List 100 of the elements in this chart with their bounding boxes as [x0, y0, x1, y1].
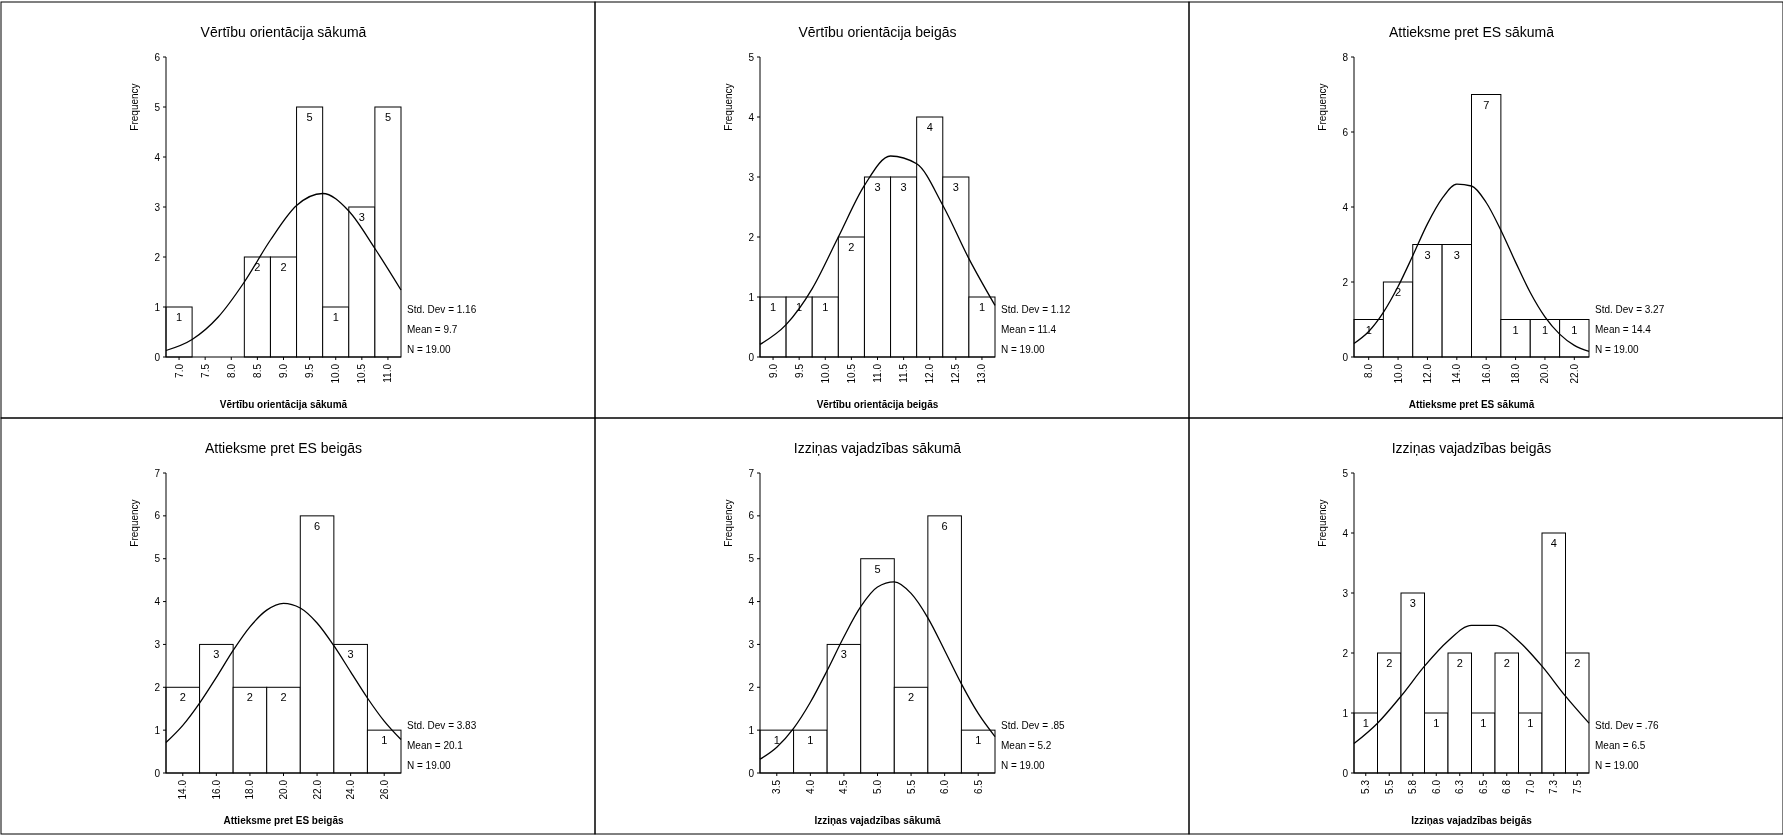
x-tick-label: 6.3: [1454, 779, 1466, 794]
data-label: 1: [796, 301, 803, 313]
data-label: 6: [314, 519, 321, 532]
data-label: 2: [1574, 657, 1581, 669]
y-tick-label: 4: [154, 151, 161, 163]
y-tick-label: 3: [748, 638, 755, 650]
x-tick-label: 10.5: [845, 363, 857, 384]
x-tick-label: 7.0: [1524, 779, 1536, 794]
y-tick-label: 3: [154, 201, 161, 213]
y-tick-label: 7: [154, 467, 161, 479]
x-tick-label: 18.0: [1510, 363, 1522, 384]
y-tick-label: 2: [1342, 276, 1349, 288]
y-tick-label: 2: [748, 681, 755, 693]
y-tick-label: 4: [154, 596, 161, 608]
x-tick-label: 13.0: [976, 363, 988, 384]
text: Mean = 14.4: [1595, 324, 1652, 335]
y-tick-label: 0: [748, 767, 755, 779]
y-axis-title: Frequency: [723, 499, 734, 547]
data-label: 2: [280, 261, 287, 273]
y-tick-label: 2: [748, 231, 755, 243]
y-tick-label: 6: [154, 510, 161, 522]
x-tick-label: 14.0: [177, 779, 189, 800]
data-label: 1: [1541, 323, 1548, 336]
data-label: 4: [926, 121, 933, 133]
y-axis-title: Frequency: [1317, 83, 1328, 131]
chart-title: Attieksme pret ES beigās: [204, 440, 363, 456]
x-tick-label: 5.8: [1407, 779, 1419, 794]
x-tick-label: 14.0: [1451, 363, 1463, 384]
data-label: 1: [978, 301, 986, 313]
text: N = 19.00: [407, 344, 452, 355]
data-label: 1: [1512, 323, 1519, 336]
chart-title: Izziņas vajadzības beigās: [1391, 440, 1552, 456]
data-label: 1: [769, 301, 777, 313]
data-label: 3: [900, 181, 907, 193]
data-label: 3: [347, 648, 354, 661]
y-tick-label: 0: [1342, 767, 1349, 779]
x-tick-label: 9.5: [304, 363, 316, 378]
text: N = 19.00: [1595, 344, 1640, 355]
y-tick-label: 1: [748, 291, 755, 303]
data-label: 1: [1365, 323, 1372, 336]
data-label: 7: [1483, 98, 1490, 111]
data-label: 2: [1456, 657, 1463, 669]
x-tick-label: 4.0: [804, 779, 816, 794]
data-label: 5: [384, 111, 392, 123]
text: Std. Dev = 1.16: [407, 304, 477, 315]
x-tick-label: 7.5: [1571, 779, 1583, 794]
x-tick-label: 6.5: [972, 779, 984, 794]
data-label: 2: [848, 241, 855, 253]
x-tick-label: 5.5: [1383, 779, 1395, 794]
data-label: 1: [332, 311, 339, 323]
data-label: 3: [874, 181, 881, 193]
data-label: 1: [773, 734, 780, 747]
data-label: 2: [179, 691, 186, 704]
y-tick-label: 8: [1342, 51, 1349, 63]
x-tick-label: 16.0: [210, 779, 222, 800]
data-label: 5: [874, 562, 881, 575]
x-tick-label: 9.0: [767, 363, 779, 378]
y-tick-label: 5: [748, 51, 755, 63]
y-tick-label: 1: [154, 301, 161, 313]
x-tick-label: 8.0: [1363, 363, 1375, 378]
x-tick-label: 9.0: [278, 363, 289, 378]
data-label: 1: [175, 311, 183, 323]
y-tick-label: 0: [748, 351, 755, 363]
x-tick-label: 26.0: [378, 779, 390, 800]
data-label: 3: [213, 648, 220, 661]
x-tick-label: 5.3: [1360, 779, 1372, 794]
x-tick-label: 5.0: [872, 779, 883, 794]
x-axis-title: Izziņas vajadzības beigās: [1411, 815, 1533, 826]
text: Mean = 6.5: [1595, 740, 1646, 751]
y-tick-label: 0: [154, 767, 161, 779]
text: N = 19.00: [1001, 344, 1046, 355]
x-axis-title: Vērtību orientācija sākumā: [219, 399, 348, 410]
data-label: 3: [1453, 248, 1460, 261]
x-axis-title: Attieksme pret ES beigās: [223, 815, 344, 826]
x-tick-label: 6.0: [1430, 779, 1442, 794]
x-tick-label: 9.5: [793, 363, 805, 378]
x-axis-title: Izziņas vajadzības sākumā: [814, 815, 942, 826]
x-tick-label: 12.0: [924, 363, 936, 384]
x-tick-label: 11.0: [382, 363, 394, 383]
data-label: 4: [1550, 537, 1557, 549]
y-axis-title: Frequency: [723, 83, 734, 131]
y-tick-label: 4: [1342, 201, 1349, 213]
y-tick-label: 5: [154, 101, 161, 113]
x-tick-label: 20.0: [278, 779, 289, 800]
x-tick-label: 24.0: [345, 779, 357, 800]
x-tick-label: 6.8: [1501, 779, 1513, 794]
text: Mean = 11.4: [1001, 324, 1057, 335]
data-label: 1: [1433, 717, 1440, 729]
data-label: 2: [246, 691, 253, 704]
text: Mean = 9.7: [407, 324, 458, 335]
x-tick-label: 7.0: [173, 363, 185, 378]
text: Std. Dev = 3.27: [1595, 304, 1665, 315]
text: N = 19.00: [1595, 760, 1640, 771]
data-label: 3: [1409, 597, 1416, 609]
x-tick-label: 20.0: [1539, 363, 1551, 384]
x-tick-label: 8.0: [225, 363, 237, 378]
y-tick-label: 3: [154, 638, 161, 650]
y-axis-title: Frequency: [1317, 499, 1328, 547]
x-tick-label: 11.5: [898, 363, 910, 383]
x-tick-label: 6.0: [939, 779, 951, 794]
